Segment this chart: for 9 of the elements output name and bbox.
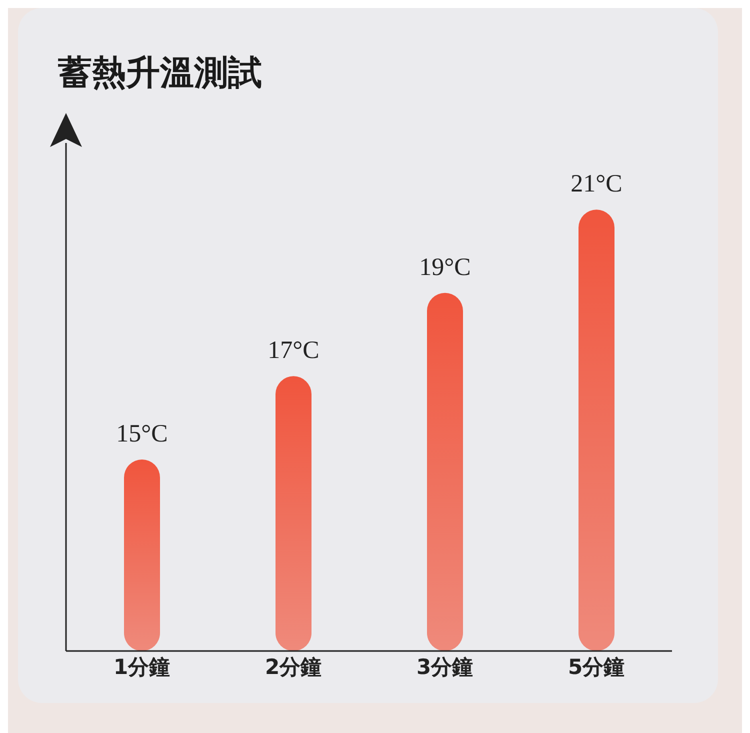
data-label: 15°C bbox=[116, 420, 168, 448]
x-tick-label: 1分鐘 bbox=[113, 654, 170, 679]
x-tick-label: 3分鐘 bbox=[416, 654, 474, 679]
x-tick-label: 2分鐘 bbox=[264, 654, 322, 679]
chart-title: 蓄熱升溫測試 bbox=[58, 53, 262, 93]
x-tick-label: 5分鐘 bbox=[568, 654, 625, 679]
data-label: 21°C bbox=[570, 170, 622, 198]
data-label: 19°C bbox=[419, 254, 471, 281]
data-label: 17°C bbox=[268, 337, 320, 364]
